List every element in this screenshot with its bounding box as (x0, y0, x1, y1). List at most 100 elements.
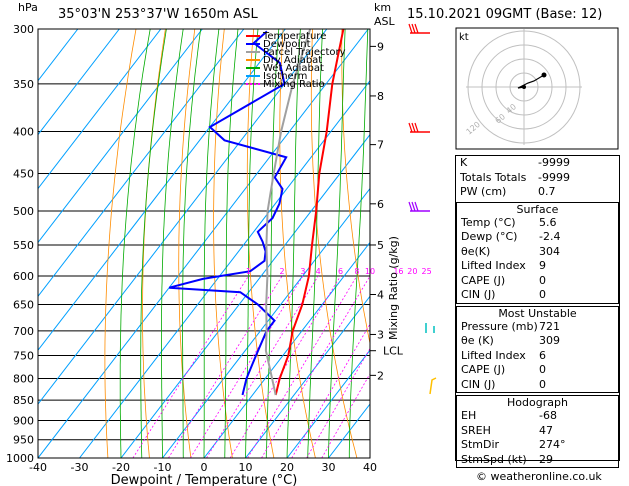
datetime-title: 15.10.2021 09GMT (Base: 12) (407, 7, 603, 22)
pressure-tick-label: 800 (13, 372, 34, 385)
temperature-tick-label: -40 (29, 461, 47, 474)
temperature-tick-label: -20 (112, 461, 130, 474)
wind-barb-surface (429, 377, 437, 395)
table-row-label: CIN (J) (461, 288, 496, 301)
mixing-ratio-label: 2 (280, 267, 285, 276)
most-unstable-title: Most Unstable (498, 306, 577, 320)
wind-barb-500hpa (408, 201, 430, 212)
copyright-footer: © weatheronline.co.uk (476, 470, 602, 483)
table-row-value: 309 (539, 334, 560, 347)
table-row-value: 721 (539, 319, 560, 333)
lcl-label: LCL (383, 345, 404, 358)
isotherm-line (245, 295, 370, 458)
table-row: EH -68 (457, 409, 618, 424)
table-row: CAPE (J) 0 (457, 363, 618, 378)
table-row: θe (K) 309 (457, 334, 618, 349)
km-tick-label: 9 (377, 40, 384, 53)
table-row-value: 274° (539, 438, 566, 451)
table-row: K -9999 (456, 156, 619, 171)
legend-entry: Mixing Ratio (263, 79, 325, 90)
table-row: StmDir 274° (457, 438, 618, 453)
km-tick-label: 8 (377, 90, 384, 103)
table-row-value: 6 (539, 348, 546, 362)
isotherm-line (203, 241, 370, 458)
location-title: 35°03'N 253°37'W 1650m ASL (58, 7, 258, 22)
pressure-tick-label: 900 (13, 414, 34, 427)
isotherm-line (286, 349, 370, 458)
table-row-label: PW (cm) (460, 185, 507, 198)
dry-adiabat-line (310, 29, 358, 458)
table-row-label: θe (K) (461, 334, 494, 347)
table-row-label: Pressure (mb) (461, 319, 538, 333)
isotherm-line (38, 29, 203, 244)
mixing-ratio-line (321, 373, 370, 458)
legend-entry: Dewpoint (263, 39, 311, 50)
km-tick-label: 4 (377, 288, 384, 301)
table-row-label: StmDir (461, 438, 500, 451)
mixing-ratio-line (132, 275, 249, 458)
legend-entry: Isotherm (263, 71, 307, 82)
temperature-tick-label: 0 (201, 461, 208, 474)
isotherm-line (38, 29, 245, 298)
isotherm-line (38, 29, 79, 82)
km-axis-label: km (374, 1, 392, 14)
legend-entry: Temperature (262, 31, 326, 42)
wind-barb-flag (408, 23, 413, 34)
dry-adiabat-line (279, 29, 316, 458)
pressure-tick-label: 350 (13, 78, 34, 91)
pressure-tick-label: 950 (13, 434, 34, 447)
legend-entry: Wet Adiabat (263, 63, 324, 74)
table-row-label: CAPE (J) (461, 273, 506, 287)
table-row-label: Temp (°C) (461, 215, 516, 229)
hodograph-section: Hodograph EH -68 SREH 47 StmDir 274° StmSpd (k… (456, 395, 619, 468)
wind-barb-flag (411, 122, 416, 133)
mixing-ratio-line (291, 323, 370, 458)
pressure-tick-label: 450 (13, 167, 34, 180)
table-row-value: 47 (539, 423, 553, 437)
table-row: Lifted Index 6 (457, 349, 618, 364)
table-row-label: StmSpd (kt) (461, 452, 527, 466)
mixing-ratio-label: 1 (246, 267, 251, 276)
table-row-value: 304 (539, 244, 560, 258)
wet-adiabat-line (140, 29, 167, 458)
series-dewpoint-line (168, 30, 288, 396)
table-row: Totals Totals -9999 (456, 171, 619, 186)
table-row: CIN (J) 0 (457, 288, 618, 303)
km-tick-label: 3 (377, 328, 384, 341)
mixing-ratio-line (206, 275, 319, 458)
legend-entry: Parcel Trajectory (263, 47, 346, 58)
table-row-value: 0.7 (538, 185, 556, 198)
wet-adiabat-line (203, 29, 220, 458)
table-row: StmSpd (kt) 29 (457, 453, 618, 468)
table-row-value: 29 (539, 452, 553, 466)
table-row-label: EH (461, 409, 477, 422)
hodograph-trace (517, 74, 545, 89)
pressure-tick-label: 500 (13, 205, 34, 218)
table-row-label: CAPE (J) (461, 363, 506, 376)
km-tick-label: 2 (377, 369, 384, 382)
mixing-ratio-label: 16 (393, 267, 403, 276)
km-tick-label: 5 (377, 239, 384, 252)
mixing-ratio-label: 10 (365, 267, 375, 276)
isotherm-line (38, 29, 162, 190)
table-row-label: K (460, 156, 468, 169)
table-row-label: CIN (J) (461, 377, 496, 391)
table-row: Lifted Index 9 (457, 259, 618, 274)
isotherm-line (120, 133, 370, 458)
pressure-tick-label: 400 (13, 126, 34, 139)
wet-adiabat-line (286, 29, 301, 458)
dry-adiabat-line (213, 29, 233, 458)
table-row-label: Dewp (°C) (461, 230, 518, 243)
table-row: Temp (°C) 5.6 (457, 216, 618, 231)
isotherm-line (162, 187, 370, 458)
dry-adiabat-line (341, 29, 370, 346)
mixing-ratio-label: 25 (422, 267, 432, 276)
wet-adiabat-line (245, 29, 259, 458)
pressure-tick-label: 300 (13, 23, 34, 36)
mixing-ratio-line (247, 275, 358, 458)
hodograph-kt-label: kt (459, 32, 469, 43)
km-tick-label: 6 (377, 198, 384, 211)
wet-adiabat-line (182, 29, 202, 458)
table-row-label: θe(K) (461, 244, 491, 258)
